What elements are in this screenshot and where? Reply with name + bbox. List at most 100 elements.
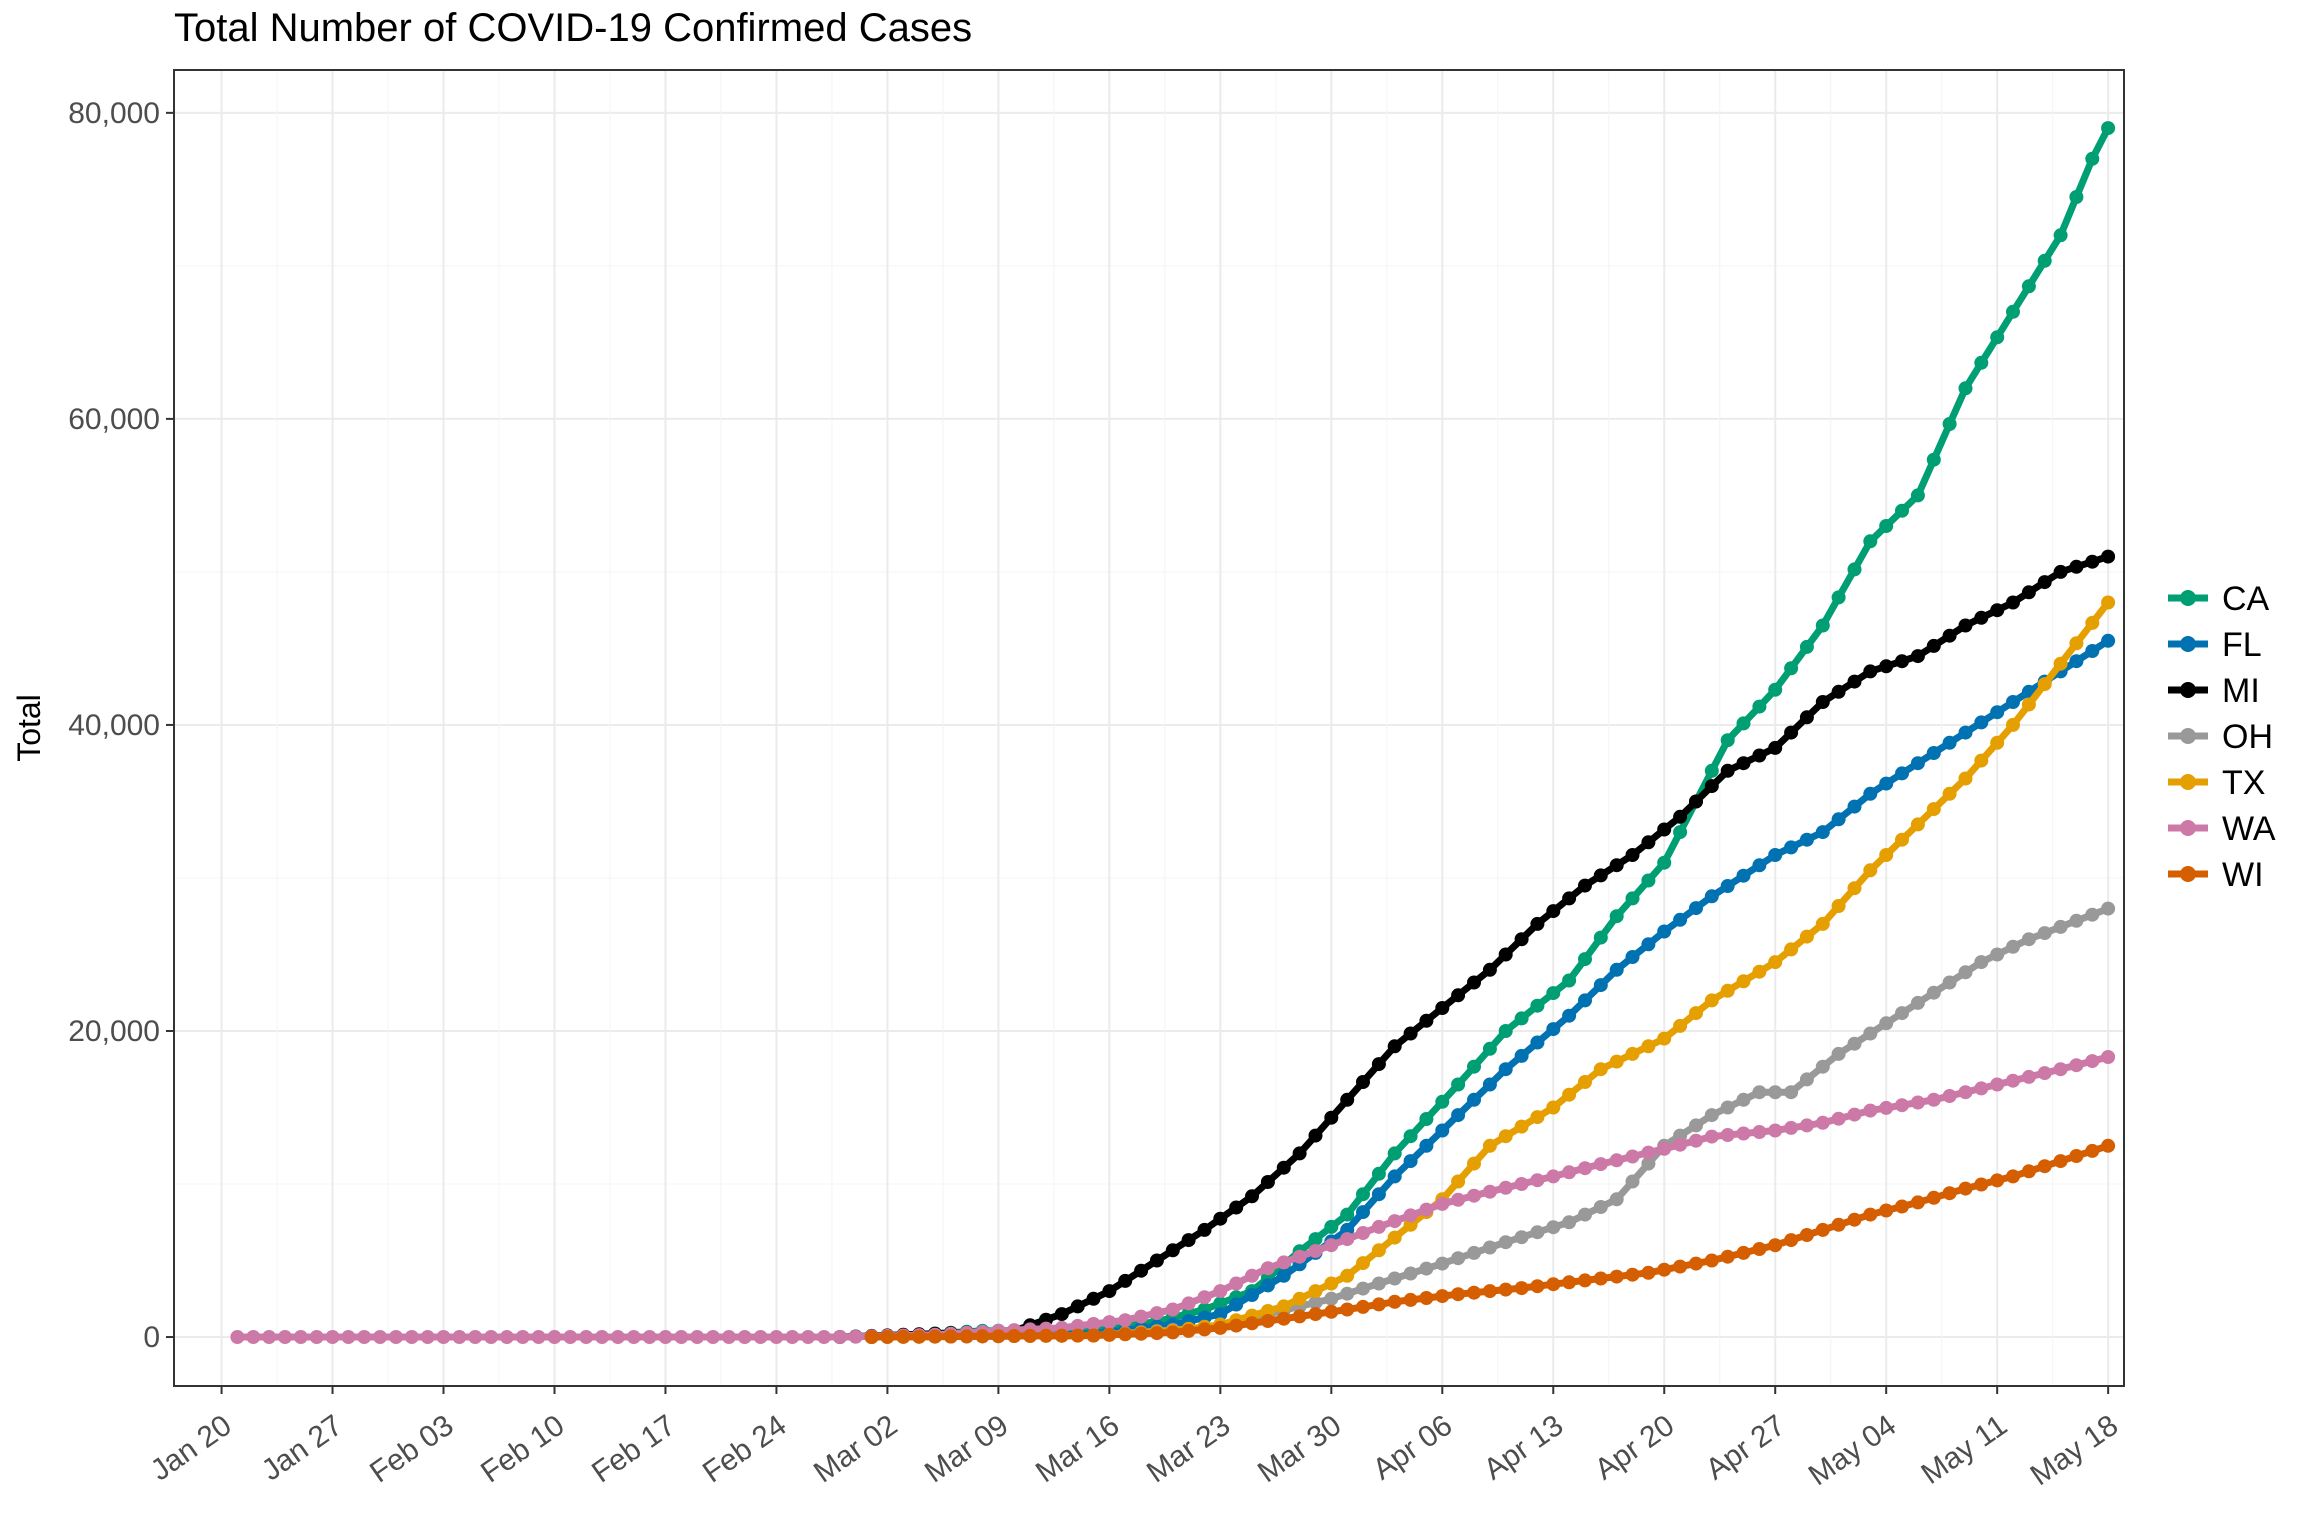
legend-key-point xyxy=(2180,682,2196,698)
data-point xyxy=(1990,1077,2005,1092)
data-point xyxy=(1229,1200,1244,1215)
data-point xyxy=(2085,1143,2100,1158)
data-point xyxy=(2006,1169,2020,1184)
data-point xyxy=(1689,1133,1703,1148)
data-point xyxy=(1403,1266,1418,1281)
series-layer xyxy=(230,121,2116,1344)
data-point xyxy=(1942,786,1957,801)
data-point xyxy=(230,1330,245,1344)
data-point xyxy=(1895,832,1909,847)
data-point xyxy=(547,1330,562,1344)
data-point xyxy=(1752,858,1767,873)
data-point xyxy=(1340,1268,1355,1283)
data-point xyxy=(2085,907,2100,922)
data-point xyxy=(2053,564,2068,579)
data-point xyxy=(880,1329,895,1344)
data-point xyxy=(1213,1284,1228,1299)
data-point xyxy=(1720,733,1735,748)
data-point xyxy=(975,1329,990,1344)
data-point xyxy=(1435,1256,1450,1271)
y-axis-title: Total xyxy=(11,694,47,762)
data-point xyxy=(1720,1128,1735,1142)
legend-label: FL xyxy=(2222,626,2262,664)
data-point xyxy=(1514,1048,1529,1063)
data-point xyxy=(1451,1251,1466,1266)
data-point xyxy=(1784,1120,1799,1135)
data-point xyxy=(721,1330,736,1344)
data-point xyxy=(1625,848,1640,862)
data-point xyxy=(1689,901,1703,916)
data-point xyxy=(1498,1235,1513,1250)
data-point xyxy=(2101,121,2116,136)
data-point xyxy=(2069,190,2084,204)
data-point xyxy=(1308,1232,1323,1247)
legend-item-wi: WI xyxy=(2168,856,2264,894)
data-point xyxy=(1467,975,1481,990)
data-point xyxy=(2006,595,2020,610)
data-point xyxy=(2006,1073,2020,1088)
data-point xyxy=(1451,1174,1466,1189)
data-point xyxy=(2037,253,2052,268)
data-point xyxy=(2101,1050,2116,1064)
data-point xyxy=(341,1330,356,1344)
data-point xyxy=(1324,1304,1339,1319)
data-point xyxy=(2101,633,2116,648)
data-point xyxy=(1879,848,1894,862)
data-point xyxy=(1815,825,1830,840)
data-point xyxy=(1784,661,1799,676)
data-point xyxy=(1213,1296,1228,1311)
data-point xyxy=(1974,715,1989,730)
data-point xyxy=(1356,1075,1370,1089)
data-point xyxy=(1578,1273,1592,1288)
data-point xyxy=(1578,1161,1592,1176)
data-point xyxy=(1609,1269,1624,1284)
data-point xyxy=(1340,1092,1355,1107)
data-point xyxy=(1324,1238,1339,1253)
data-point xyxy=(1609,858,1624,873)
data-point xyxy=(1308,1128,1323,1143)
data-point xyxy=(1815,695,1830,709)
data-point xyxy=(1308,1284,1323,1299)
data-point xyxy=(1292,1291,1307,1306)
data-point xyxy=(1942,1186,1957,1201)
data-point xyxy=(1387,1214,1402,1229)
data-point xyxy=(2021,1164,2036,1179)
data-point xyxy=(1276,1268,1291,1283)
data-point xyxy=(2021,697,2036,712)
data-point xyxy=(1467,1059,1481,1074)
data-point xyxy=(2069,913,2084,928)
x-tick-label: May 11 xyxy=(1915,1409,2013,1491)
data-point xyxy=(1990,947,2005,962)
data-point xyxy=(1514,1011,1529,1026)
data-point xyxy=(1736,716,1751,731)
data-point xyxy=(1482,962,1497,977)
y-tick-label: 20,000 xyxy=(68,1015,160,1048)
data-point xyxy=(1514,1119,1529,1134)
data-point xyxy=(2037,1066,2052,1081)
data-point xyxy=(1641,937,1656,952)
data-point xyxy=(2053,919,2068,934)
data-point xyxy=(1482,1138,1497,1153)
data-point xyxy=(1641,1156,1656,1171)
data-point xyxy=(1578,993,1592,1008)
data-point xyxy=(1213,1211,1228,1226)
data-point xyxy=(1134,1263,1149,1278)
data-point xyxy=(2053,1062,2068,1077)
data-point xyxy=(1799,929,1814,944)
data-point xyxy=(1403,1129,1418,1144)
data-point xyxy=(1324,1110,1339,1125)
data-point xyxy=(2021,279,2036,294)
data-point xyxy=(1879,776,1894,791)
data-point xyxy=(1593,868,1608,883)
data-point xyxy=(1562,1215,1577,1230)
data-point xyxy=(2069,636,2084,651)
data-point xyxy=(1990,735,2005,750)
data-point xyxy=(1974,1081,1989,1096)
data-point xyxy=(1657,1031,1672,1046)
data-point xyxy=(579,1330,594,1344)
x-tick-label: Apr 27 xyxy=(1700,1409,1791,1487)
data-point xyxy=(1641,1039,1656,1054)
data-point xyxy=(1578,1075,1592,1089)
data-point xyxy=(1054,1328,1069,1343)
data-point xyxy=(1292,1249,1307,1264)
